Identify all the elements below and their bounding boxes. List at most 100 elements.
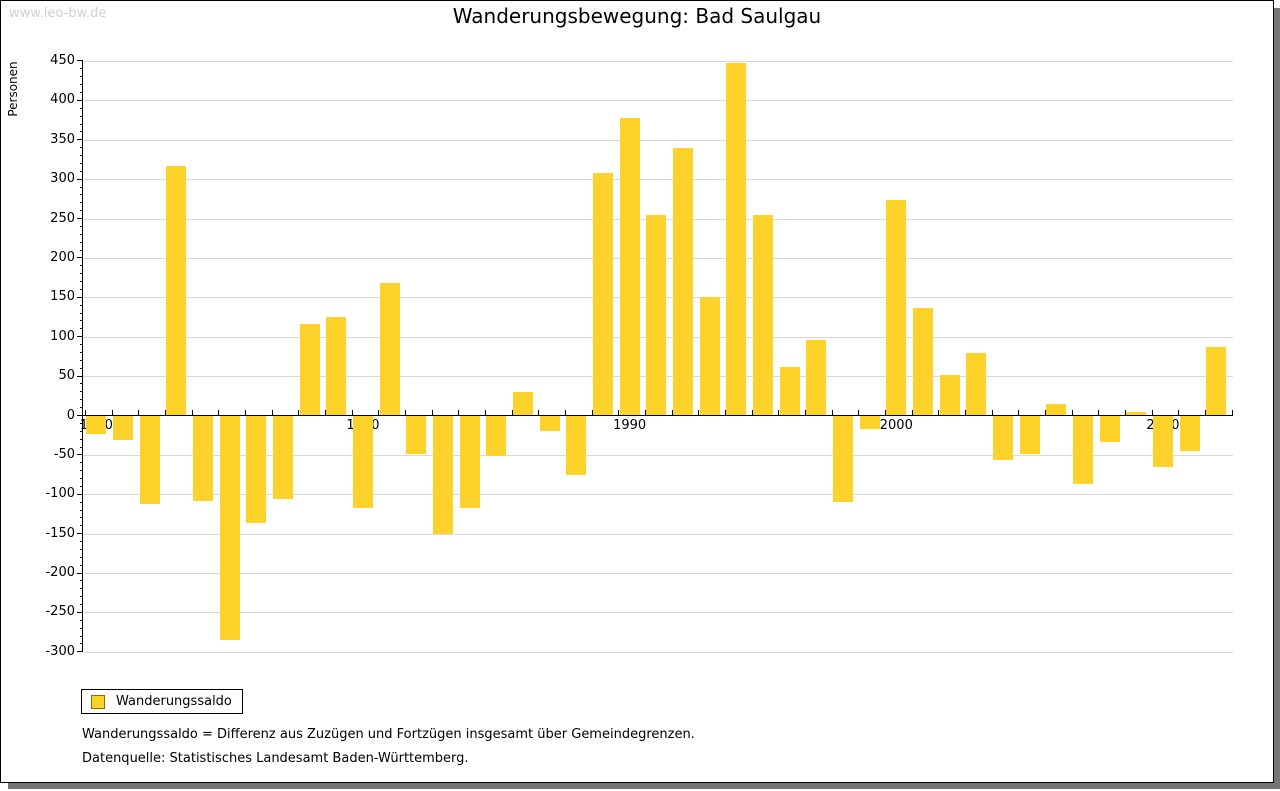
x-tick [618, 409, 620, 416]
x-tick [1098, 409, 1100, 416]
y-major-tick [77, 218, 83, 220]
footnote-source: Datenquelle: Statistisches Landesamt Bad… [82, 751, 469, 766]
y-minor-tick [80, 367, 83, 369]
y-minor-tick [80, 288, 83, 290]
x-tick [751, 409, 753, 416]
bar-1992 [672, 147, 693, 416]
x-tick [218, 409, 220, 416]
x-tick [645, 409, 646, 416]
bar-1999 [859, 415, 880, 429]
y-axis-tick-label: 250 [50, 210, 75, 226]
bar-1985 [486, 415, 507, 456]
x-tick [805, 409, 806, 416]
x-tick [378, 409, 380, 416]
bar-1987 [539, 415, 560, 432]
y-minor-tick [80, 320, 83, 322]
y-minor-tick [80, 564, 83, 566]
bar-2005 [1019, 415, 1040, 455]
y-minor-tick [80, 391, 83, 393]
y-minor-tick [80, 241, 83, 243]
x-tick [858, 409, 860, 416]
watermark: www.leo-bw.de [9, 6, 107, 21]
y-axis-tick-label: 0 [66, 407, 75, 423]
y-minor-tick [80, 430, 83, 432]
y-minor-tick [80, 509, 83, 511]
y-major-tick [77, 375, 83, 377]
y-minor-tick [80, 643, 83, 645]
gridline [83, 139, 1233, 141]
y-minor-tick [80, 225, 83, 227]
x-tick [325, 409, 326, 416]
legend-label: Wanderungssaldo [116, 694, 232, 709]
y-axis-tick-label: 100 [50, 328, 75, 344]
y-minor-tick [80, 351, 83, 353]
y-minor-tick [80, 438, 83, 440]
y-minor-tick [80, 131, 83, 133]
y-major-tick [77, 493, 83, 495]
y-axis-tick-label: -150 [45, 525, 75, 541]
y-major-tick [77, 60, 83, 62]
bar-2002 [939, 375, 960, 416]
x-tick [85, 409, 86, 416]
y-minor-tick [80, 162, 83, 164]
y-minor-tick [80, 312, 83, 314]
y-minor-tick [80, 202, 83, 204]
x-tick [911, 409, 913, 416]
bar-2009 [1126, 412, 1147, 416]
x-tick [1231, 409, 1233, 416]
y-axis-tick-label: -300 [45, 643, 75, 659]
bar-2000 [886, 199, 907, 416]
y-minor-tick [80, 485, 83, 487]
y-major-tick [77, 611, 83, 613]
x-tick [191, 409, 193, 416]
y-minor-tick [80, 478, 83, 480]
y-minor-tick [80, 68, 83, 70]
x-tick [1018, 409, 1020, 416]
y-axis-tick-label: 300 [50, 171, 75, 187]
y-minor-tick [80, 123, 83, 125]
y-minor-tick [80, 399, 83, 401]
x-tick [485, 409, 486, 416]
y-axis-tick-label: -100 [45, 486, 75, 502]
bar-1993 [699, 297, 720, 416]
y-minor-tick [80, 281, 83, 283]
x-tick [1071, 409, 1073, 416]
y-axis-tick-label: 350 [50, 131, 75, 147]
x-tick [671, 409, 673, 416]
y-minor-tick [80, 517, 83, 519]
bar-1978 [299, 324, 320, 416]
y-minor-tick [80, 619, 83, 621]
bar-1973 [166, 165, 187, 416]
x-tick [111, 409, 113, 416]
y-minor-tick [80, 344, 83, 346]
bar-2003 [966, 353, 987, 416]
bar-1970 [86, 415, 107, 435]
y-major-tick [77, 336, 83, 338]
bar-2007 [1072, 415, 1093, 485]
y-axis-line [81, 60, 83, 652]
x-tick [831, 409, 833, 416]
y-axis-tick-label: 450 [50, 52, 75, 68]
footnote-definition: Wanderungssaldo = Differenz aus Zuzügen … [82, 727, 695, 742]
bar-1996 [779, 366, 800, 416]
y-axis-tick-label: -250 [45, 604, 75, 620]
gridline [83, 100, 1233, 102]
y-major-tick [77, 572, 83, 574]
bar-1974 [192, 415, 213, 501]
y-minor-tick [80, 580, 83, 582]
y-minor-tick [80, 422, 83, 424]
y-major-tick [77, 296, 83, 298]
y-minor-tick [80, 186, 83, 188]
gridline [83, 533, 1233, 535]
y-axis-tick-label: -50 [53, 446, 75, 462]
x-tick [458, 409, 460, 416]
bar-1971 [112, 415, 133, 440]
bar-1995 [752, 215, 773, 416]
y-minor-tick [80, 635, 83, 637]
gridline [83, 651, 1233, 653]
y-minor-tick [80, 525, 83, 527]
y-minor-tick [80, 588, 83, 590]
x-axis-tick-label: 1990 [613, 418, 647, 433]
